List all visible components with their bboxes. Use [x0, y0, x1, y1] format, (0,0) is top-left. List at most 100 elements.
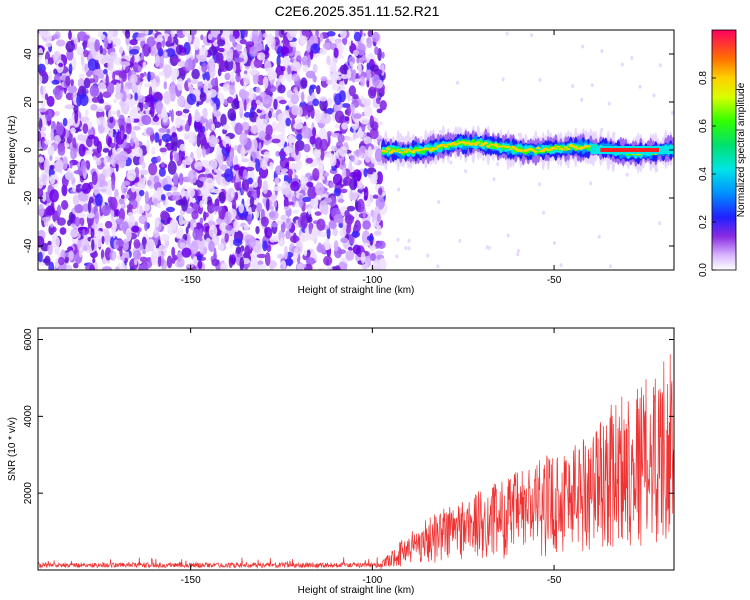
spectrogram-noise-blob	[97, 82, 106, 93]
spectrogram-noise-blob	[372, 171, 378, 183]
spectrogram-noise-blob	[367, 146, 373, 158]
spectrogram-faint-dot	[607, 101, 611, 106]
spectrogram-noise-blob	[368, 163, 375, 169]
spectrogram-noise-blob	[266, 244, 272, 252]
spectrogram-noise-blob	[373, 260, 379, 270]
spectrogram-faint-dot	[537, 182, 541, 187]
spectrogram-noise-blob	[137, 95, 146, 103]
spectrogram-noise-blob	[109, 142, 116, 148]
spectrogram-noise-blob	[252, 149, 256, 163]
spectrogram-noise-blob	[141, 161, 146, 169]
spectrogram-noise-blob	[210, 77, 218, 87]
spectrogram-faint-dot	[464, 169, 468, 174]
spectrogram-noise-blob	[339, 64, 349, 75]
spectrogram-noise-blob	[38, 236, 45, 248]
spectrogram-noise-blob	[303, 55, 308, 62]
spectrogram-noise-blob	[95, 53, 104, 60]
spectrogram-noise-blob	[273, 186, 283, 192]
spectrogram-noise-blob	[146, 36, 156, 47]
spectrogram-noise-blob	[348, 190, 359, 201]
spectrogram-noise-blob	[203, 82, 209, 96]
spectrogram-noise-blob	[224, 168, 234, 182]
spectrogram-noise-blob	[235, 43, 243, 51]
spectrogram-noise-blob	[350, 40, 354, 54]
spectrogram-noise-blob	[84, 63, 88, 72]
spectrogram-noise-blob	[330, 145, 338, 152]
spectrogram-noise-blob	[218, 47, 225, 53]
spectrogram-noise-blob	[39, 180, 49, 186]
spectrogram-noise-blob	[376, 213, 381, 223]
spectrogram-noise-blob	[136, 36, 146, 42]
spectrogram-noise-blob	[319, 33, 324, 42]
spectrogram-noise-blob	[376, 225, 382, 232]
spectrogram-noise-blob	[145, 213, 153, 218]
spectrogram-noise-blob	[183, 133, 188, 138]
spectrogram-noise-blob	[333, 240, 339, 252]
spectrogram-noise-blob	[305, 257, 316, 265]
spectrogram-noise-blob	[257, 260, 264, 266]
spectrogram-noise-blob	[88, 128, 94, 135]
spectrogram-noise-blob	[165, 48, 176, 58]
spectrogram-noise-blob	[249, 236, 257, 248]
spectrogram-noise-blob	[229, 84, 235, 96]
spectrogram-noise-blob	[73, 37, 79, 45]
spectrogram-noise-blob	[154, 55, 160, 68]
spectrogram-noise-blob	[44, 255, 51, 266]
spectrogram-noise-blob	[161, 133, 172, 143]
spectrogram-faint-dot	[458, 238, 462, 243]
spectrogram-noise-blob	[83, 245, 88, 252]
spectrogram-noise-blob	[244, 30, 248, 38]
spectrogram-noise-blob	[54, 245, 61, 255]
spectrogram-noise-blob	[86, 212, 95, 219]
spectrogram-noise-blob	[329, 60, 337, 73]
spectrogram-noise-blob	[319, 175, 325, 181]
spectrogram-noise-blob	[139, 72, 145, 79]
spectrogram-noise-blob	[368, 244, 376, 252]
spectrogram-noise-blob	[79, 247, 83, 258]
spectrogram-noise-blob	[51, 235, 60, 249]
spectrogram-noise-blob	[222, 83, 230, 92]
spectrogram-noise-blob	[222, 136, 232, 148]
spectrogram-noise-blob	[256, 264, 267, 269]
spectrogram-noise-blob	[299, 233, 307, 243]
spectrogram-noise-blob	[341, 167, 347, 181]
spectrogram-noise-blob	[50, 128, 55, 142]
spectrogram-noise-blob	[38, 251, 43, 263]
spectrogram-noise-blob	[118, 46, 124, 54]
spectrogram-noise-blob	[349, 61, 354, 67]
spectrogram-noise-blob	[100, 186, 111, 195]
spectrogram-noise-blob	[277, 113, 286, 123]
spectrogram-noise-blob	[55, 158, 64, 173]
spectrogram-noise-blob	[184, 58, 193, 72]
spectrogram-noise-blob	[333, 213, 344, 224]
y-tick-label: 40	[23, 48, 34, 60]
spectrogram-noise-blob	[352, 244, 361, 255]
spectrogram-noise-blob	[341, 122, 348, 130]
spectrogram-noise-blob	[346, 205, 356, 212]
spectrogram-noise-blob	[333, 47, 339, 59]
spectrogram-noise-blob	[58, 256, 65, 266]
spectrogram-noise-blob	[230, 147, 235, 160]
spectrogram-noise-blob	[122, 180, 131, 186]
signal-track-blob	[556, 145, 561, 148]
spectrogram-noise-blob	[39, 70, 47, 77]
spectrogram-noise-blob	[38, 187, 44, 199]
spectrogram-noise-blob	[236, 63, 241, 77]
spectrogram-noise-blob	[49, 174, 56, 185]
signal-track-blob	[566, 148, 571, 150]
spectrogram-noise-blob	[326, 131, 332, 138]
spectrogram-noise-blob	[250, 125, 257, 134]
spectrogram-noise-blob	[171, 75, 178, 81]
signal-track-blob	[473, 143, 478, 146]
spectrogram-noise-blob	[116, 109, 121, 118]
spectrogram-noise-blob	[234, 57, 245, 63]
spectrogram-noise-blob	[357, 61, 362, 76]
spectrogram-faint-dot	[590, 83, 594, 88]
spectrogram-noise-blob	[263, 151, 271, 159]
spectrogram-noise-blob	[278, 74, 285, 84]
spectrogram-x-label: Height of straight line (km)	[298, 285, 415, 296]
spectrogram-noise-blob	[175, 119, 181, 129]
spectrogram-noise-blob	[191, 68, 200, 80]
spectrogram-noise-blob	[78, 73, 86, 80]
spectrogram-noise-blob	[109, 116, 114, 124]
